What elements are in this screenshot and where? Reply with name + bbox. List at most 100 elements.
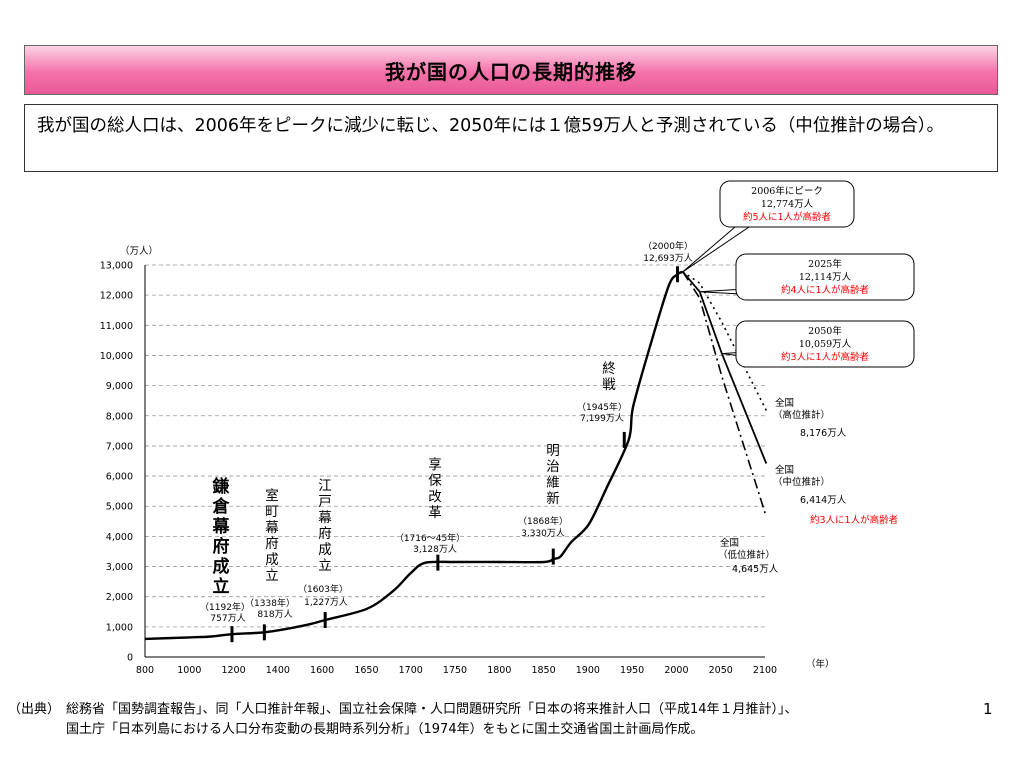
- y-tick-label: 11,000: [100, 321, 133, 332]
- series-line-solid: [144, 270, 684, 641]
- y-tick-label: 6,000: [106, 472, 133, 483]
- summary-box: 我が国の総人口は、2006年をピークに減少に転じ、2050年には１億59万人と予…: [24, 104, 998, 172]
- era-label-char: 幕: [265, 520, 279, 536]
- x-tick-label: 2050: [709, 665, 733, 676]
- era-value-label: 1,227万人: [304, 597, 348, 608]
- x-tick-label: 1850: [531, 665, 555, 676]
- x-tick-label: 1900: [576, 665, 600, 676]
- callout-line-3: 約5人に1人が高齢者: [743, 211, 831, 223]
- projection-label-line-2: （低位推計）: [718, 549, 775, 561]
- projection-label-line-1: 全国: [775, 464, 794, 476]
- era-label-char: 府: [318, 526, 332, 542]
- era-label-char: 幕: [212, 516, 231, 537]
- era-year-label: （2000年）: [643, 240, 693, 252]
- era-label-char: 府: [213, 536, 230, 557]
- era-year-label: （1192年）: [200, 601, 250, 613]
- era-year-label: （1338年）: [245, 597, 295, 609]
- era-label-char: 室: [265, 487, 279, 504]
- era-value-label: 818万人: [257, 609, 292, 620]
- era-label-char: 革: [428, 505, 442, 521]
- callout-box: [735, 320, 915, 368]
- series-line-dashdot: [682, 271, 768, 518]
- x-tick-label: 1200: [221, 665, 245, 676]
- slide-title: 我が国の人口の長期的推移: [385, 59, 637, 84]
- callout-line-1: 2025年: [808, 258, 842, 270]
- y-tick-label: 3,000: [106, 562, 133, 573]
- era-year-label: （1716～45年）: [395, 532, 465, 544]
- era-label-char: 成: [213, 556, 230, 577]
- era-label-char: 立: [213, 576, 230, 597]
- callout-box: [735, 253, 915, 301]
- era-year-label: （1868年）: [518, 515, 568, 527]
- x-tick-label: 800: [136, 665, 154, 676]
- series-line-solid: [682, 271, 768, 464]
- era-label-char: 倉: [212, 496, 231, 517]
- y-tick-label: 12,000: [100, 291, 133, 302]
- y-tick-label: 7,000: [106, 441, 133, 452]
- era-value-label: 12,693万人: [643, 253, 693, 264]
- projection-value-label: 4,645万人: [732, 564, 779, 575]
- callout-box: [719, 180, 855, 228]
- era-label-char: 成: [265, 552, 279, 568]
- x-axis-label: （年）: [806, 658, 835, 670]
- era-value-label: 757万人: [210, 613, 245, 624]
- era-label-char: 明: [546, 443, 560, 459]
- callout-line-3: 約4人に1人が高齢者: [781, 284, 869, 296]
- x-tick-label: 1750: [443, 665, 467, 676]
- era-label-char: 治: [546, 459, 560, 475]
- y-tick-label: 1,000: [106, 622, 133, 633]
- title-bar: 我が国の人口の長期的推移: [24, 45, 998, 95]
- era-label-char: 新: [546, 491, 560, 507]
- callout-line-2: 12,114万人: [799, 272, 852, 283]
- era-label-char: 鎌: [212, 476, 230, 497]
- x-tick-label: 1600: [310, 665, 334, 676]
- era-value-label: 3,128万人: [413, 544, 457, 555]
- population-chart: 0 1,000 2,000 3,000 4,000 5,000 6,000 7,000 8,00…: [100, 180, 915, 676]
- projection-label-line-2: （中位推計）: [773, 476, 830, 488]
- projection-note: 約3人に1人が高齢者: [810, 514, 898, 526]
- era-label-char: 戸: [318, 494, 332, 510]
- callout-line-3: 約3人に1人が高齢者: [781, 351, 869, 363]
- era-label-char: 保: [428, 473, 442, 489]
- callout-line-2: 10,059万人: [799, 339, 852, 350]
- era-label-char: 改: [428, 489, 442, 505]
- x-tick-label: 1000: [177, 665, 201, 676]
- callout-line-1: 2006年にピーク: [751, 185, 823, 197]
- y-axis-label: （万人）: [120, 245, 158, 257]
- projection-value-label: 8,176万人: [800, 428, 847, 439]
- era-year-label: （1603年）: [298, 583, 348, 595]
- x-tick-label: 2000: [664, 665, 688, 676]
- page-number: 1: [983, 700, 993, 718]
- y-tick-label: 9,000: [106, 381, 133, 392]
- era-label-char: 成: [318, 542, 332, 558]
- y-tick-label: 2,000: [106, 592, 133, 603]
- y-tick-label: 8,000: [106, 411, 133, 422]
- era-label-char: 立: [265, 568, 279, 584]
- callout-line-1: 2050年: [808, 325, 842, 337]
- era-label-char: 府: [265, 536, 279, 552]
- projection-value-label: 6,414万人: [800, 495, 847, 506]
- y-tick-label: 0: [127, 653, 133, 664]
- era-label-char: 維: [546, 475, 560, 491]
- era-value-label: 7,199万人: [580, 413, 624, 424]
- projection-label-line-1: 全国: [720, 537, 739, 549]
- era-year-label: （1945年）: [577, 401, 627, 413]
- y-tick-label: 10,000: [100, 351, 133, 362]
- era-label-char: 立: [318, 558, 332, 574]
- x-tick-label: 1800: [487, 665, 511, 676]
- source-line-2: 国土庁「日本列島における人口分布変動の長期時系列分析」（1974年）をもとに国土…: [66, 722, 704, 737]
- source-label: （出典）: [8, 702, 61, 717]
- y-tick-label: 4,000: [106, 532, 133, 543]
- y-tick-label: 5,000: [106, 502, 133, 513]
- era-label-char: 町: [265, 504, 279, 520]
- projection-label-line-2: （高位推計）: [773, 409, 830, 421]
- x-tick-label: 1650: [354, 665, 378, 676]
- x-tick-label: 1700: [399, 665, 423, 676]
- era-value-label: 3,330万人: [521, 528, 565, 539]
- era-label-char: 享: [428, 456, 442, 473]
- projection-label-line-1: 全国: [775, 397, 794, 409]
- era-label-char: 江: [318, 478, 332, 494]
- source-line-1: 総務省「国勢調査報告」、同「人口推計年報」、国立社会保障・人口問題研究所「日本の…: [66, 702, 798, 717]
- era-label-char: 戦: [602, 377, 616, 393]
- y-tick-label: 13,000: [100, 261, 133, 272]
